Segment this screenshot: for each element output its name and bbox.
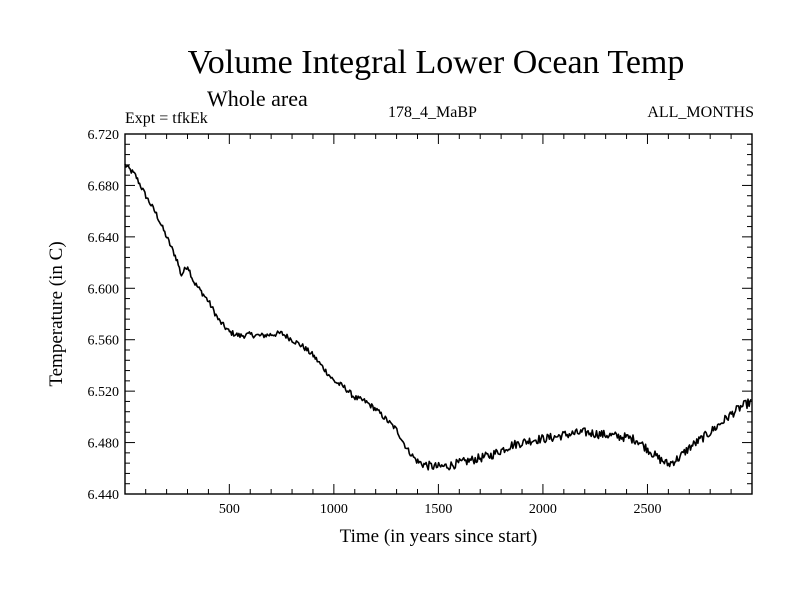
y-tick-label: 6.560 bbox=[88, 334, 120, 349]
y-tick-label: 6.520 bbox=[88, 385, 120, 400]
y-tick-label: 6.680 bbox=[88, 179, 120, 194]
x-tick-label: 2500 bbox=[633, 502, 661, 517]
y-axis-label: Temperature (in C) bbox=[46, 241, 67, 386]
x-tick-label: 1000 bbox=[320, 502, 348, 517]
plot-frame bbox=[124, 133, 753, 495]
x-axis-label: Time (in years since start) bbox=[340, 526, 538, 547]
temperature-series-line bbox=[124, 163, 752, 471]
months-label: ALL_MONTHS bbox=[647, 104, 754, 121]
y-tick-label: 6.440 bbox=[88, 488, 120, 503]
x-tick-label: 2000 bbox=[529, 502, 557, 517]
chart-title: Volume Integral Lower Ocean Temp bbox=[187, 44, 685, 81]
axis-tick-labels: 500 1000 1500 2000 2500 6.440 6.480 6.520 6.560 6… bbox=[88, 128, 662, 517]
experiment-label: Expt = tfkEk bbox=[125, 110, 208, 127]
x-tick-label: 500 bbox=[219, 502, 240, 517]
axis-ticks bbox=[125, 133, 752, 495]
chart-subtitle: Whole area bbox=[207, 86, 308, 111]
y-tick-label: 6.720 bbox=[88, 128, 120, 143]
y-tick-label: 6.640 bbox=[88, 231, 120, 246]
x-tick-label: 1500 bbox=[424, 502, 452, 517]
y-tick-label: 6.480 bbox=[88, 437, 120, 452]
y-tick-label: 6.600 bbox=[88, 282, 120, 297]
period-label: 178_4_MaBP bbox=[388, 104, 477, 121]
